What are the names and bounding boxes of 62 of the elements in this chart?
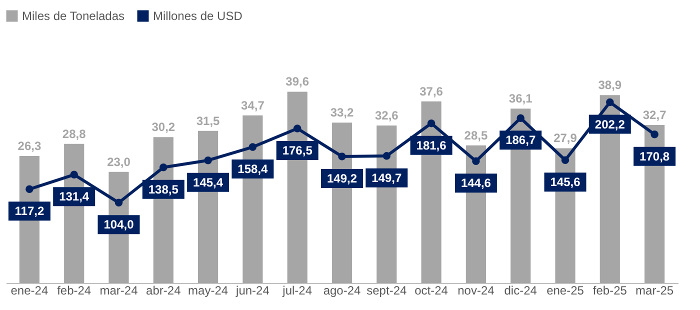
data-label: 186,7 [506, 133, 536, 148]
data-label: 144,6 [460, 176, 492, 190]
point [516, 114, 524, 122]
data-label: 202,2 [594, 117, 626, 132]
x-tick-label: ago-24 [323, 284, 362, 298]
x-tick-label: mar-25 [636, 284, 674, 298]
point [26, 185, 34, 194]
x-tick-label: dic-24 [504, 284, 538, 298]
data-label: 145,4 [193, 175, 224, 190]
data-label: 176,5 [282, 144, 313, 158]
data-label: 158,4 [238, 162, 268, 176]
data-label: 34,7 [241, 98, 265, 112]
x-tick-label: feb-24 [57, 284, 92, 298]
data-label: 33,2 [330, 106, 354, 120]
point [650, 130, 658, 138]
data-label: 131,4 [59, 190, 90, 204]
x-tick-label: ene-25 [546, 284, 584, 298]
data-label: 28,5 [464, 128, 488, 142]
data-label: 36,1 [508, 92, 533, 106]
x-tick-label: jun-24 [235, 284, 270, 298]
data-label: 117,2 [14, 204, 44, 218]
data-label: 32,6 [374, 108, 399, 123]
point [70, 170, 78, 179]
point [427, 119, 436, 128]
data-label: 104,0 [104, 218, 134, 232]
point [204, 156, 212, 164]
data-label: 138,5 [148, 182, 179, 196]
data-label: 38,9 [598, 78, 622, 92]
point [338, 152, 346, 160]
point [114, 198, 123, 207]
point [472, 157, 480, 166]
point [382, 152, 391, 160]
point [248, 143, 257, 151]
data-label: 181,6 [416, 138, 447, 152]
x-tick-label: abr-24 [146, 284, 182, 298]
x-tick-label: sept-24 [366, 284, 407, 298]
data-label: 145,6 [550, 175, 581, 190]
point [606, 98, 614, 106]
data-label: 31,5 [196, 114, 220, 128]
x-tick-label: jul-24 [282, 284, 312, 298]
x-tick-label: feb-25 [592, 284, 628, 298]
data-label: 37,6 [420, 84, 444, 98]
point [160, 164, 168, 172]
legend-label: Millones de USD [153, 9, 243, 23]
x-tick-label: ene-24 [10, 284, 48, 298]
data-label: 39,6 [286, 74, 310, 89]
x-tick-label: oct-24 [414, 284, 448, 298]
data-label: 30,2 [152, 120, 176, 134]
data-label: 27,9 [554, 131, 578, 146]
x-tick-label: mar-24 [100, 284, 138, 298]
point [561, 156, 570, 164]
data-label: 149,2 [326, 171, 358, 186]
data-label: 23,0 [107, 154, 131, 169]
data-label: 32,7 [642, 108, 667, 122]
x-tick-label: nov-24 [458, 284, 495, 298]
point [293, 124, 302, 132]
x-tick-label: may-24 [188, 284, 228, 298]
legend-label: Miles de Toneladas [22, 9, 125, 23]
data-label: 170,8 [640, 149, 670, 164]
data-label: 28,8 [62, 126, 86, 141]
data-label: 149,7 [372, 170, 402, 185]
data-label: 26,3 [18, 138, 42, 153]
